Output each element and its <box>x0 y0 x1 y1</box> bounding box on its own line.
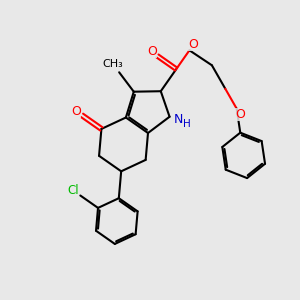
Text: O: O <box>71 105 81 118</box>
Text: O: O <box>147 45 157 58</box>
Text: N: N <box>173 113 183 126</box>
Text: O: O <box>188 38 198 52</box>
Text: CH₃: CH₃ <box>102 58 123 68</box>
Text: H: H <box>183 119 191 129</box>
Text: O: O <box>235 108 245 121</box>
Text: Cl: Cl <box>67 184 79 197</box>
